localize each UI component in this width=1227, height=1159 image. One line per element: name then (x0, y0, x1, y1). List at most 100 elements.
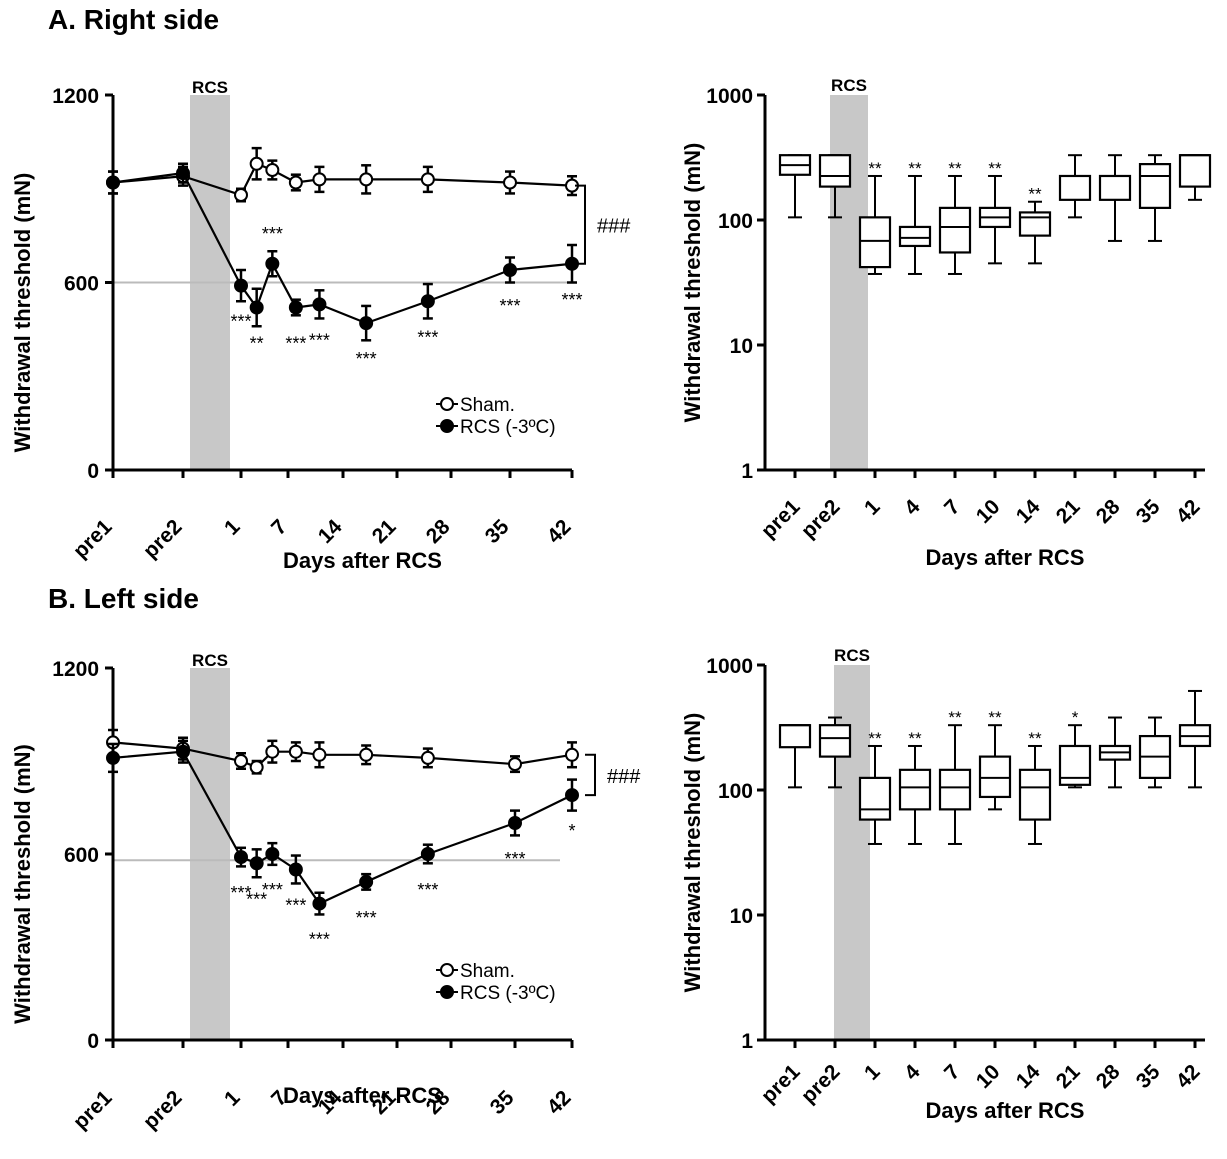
box (978, 755, 1012, 799)
y-tick-label: 1200 (52, 85, 99, 108)
significance-marker: ** (1028, 729, 1042, 748)
data-point (312, 896, 327, 911)
box (1138, 163, 1172, 209)
rcs-band-label: RCS (834, 646, 870, 665)
data-point (503, 263, 517, 277)
data-point (265, 163, 280, 177)
significance-marker: *** (309, 930, 330, 950)
box (1018, 768, 1052, 821)
data-point (359, 747, 374, 762)
data-point (420, 172, 435, 187)
x-tick-label: pre2 (139, 515, 187, 563)
x-tick-label: 10 (972, 1060, 1005, 1093)
x-tick-label: 35 (1132, 495, 1165, 528)
section-title-left-side: B. Left side (48, 583, 199, 614)
box (818, 154, 852, 188)
significance-marker: *** (285, 334, 306, 354)
data-point (288, 862, 303, 877)
significance-marker: *** (417, 327, 438, 347)
rcs-band-label: RCS (192, 78, 228, 97)
x-tick-label: pre2 (797, 495, 845, 543)
data-point (288, 300, 303, 315)
x-tick-label: pre2 (139, 1086, 187, 1134)
significance-marker: *** (309, 330, 330, 350)
data-point (288, 744, 303, 759)
significance-marker: *** (356, 908, 377, 928)
y-tick-label: 600 (64, 844, 99, 867)
rcs-band (830, 95, 868, 470)
data-point (312, 297, 327, 312)
legend-marker (440, 397, 454, 411)
data-point (249, 300, 264, 315)
x-tick-label: 7 (940, 1060, 965, 1085)
x-tick-label: 1 (220, 515, 245, 540)
legend-label: RCS (-3ºC) (460, 417, 556, 438)
data-point (420, 294, 435, 309)
x-tick-label: 35 (486, 1086, 519, 1119)
data-point (312, 172, 327, 187)
significance-marker: ** (988, 159, 1002, 178)
y-axis-title: Withdrawal threshold (mN) (10, 173, 35, 453)
x-tick-label: 35 (1132, 1060, 1165, 1093)
x-tick-label: 14 (1012, 1060, 1045, 1093)
x-axis-title: Days after RCS (926, 1098, 1085, 1123)
x-tick-label: 21 (368, 515, 401, 548)
significance-bracket (575, 184, 586, 265)
data-point (249, 760, 264, 775)
data-point (359, 316, 374, 331)
data-point (359, 874, 374, 889)
significance-marker: ** (948, 159, 962, 178)
data-point (106, 750, 120, 765)
significance-marker: *** (417, 880, 438, 900)
legend-marker (440, 963, 454, 977)
significance-marker: *** (561, 290, 582, 310)
significance-marker: ** (868, 159, 882, 178)
significance-marker: ** (1028, 185, 1042, 204)
data-point (234, 754, 248, 768)
data-point (249, 856, 264, 871)
box (1058, 744, 1092, 786)
legend-label: Sham. (460, 395, 515, 416)
legend-label: Sham. (460, 961, 515, 982)
rcs-band (190, 668, 230, 1040)
y-axis-title: Withdrawal threshold (mN) (680, 713, 705, 993)
data-point (508, 757, 522, 772)
x-axis-title: Days after RCS (283, 1083, 442, 1108)
x-tick-label: 4 (900, 495, 925, 520)
significance-marker: ** (908, 159, 922, 178)
data-point (265, 744, 280, 759)
significance-marker: * (1072, 708, 1079, 727)
x-tick-label: 7 (940, 495, 965, 520)
x-axis-title: Days after RCS (926, 545, 1085, 570)
bracket-label: ### (597, 216, 631, 238)
y-tick-label: 1000 (706, 85, 753, 108)
data-point (420, 847, 435, 861)
x-tick-label: 42 (1172, 1060, 1205, 1093)
rcs-band-label: RCS (192, 651, 228, 670)
data-point (249, 156, 264, 171)
data-point (106, 175, 120, 190)
series-line-rcs (112, 750, 573, 905)
x-tick-label: 10 (972, 495, 1005, 528)
x-axis-title: Days after RCS (283, 548, 442, 573)
data-point (265, 847, 280, 861)
x-tick-label: 1 (220, 1086, 245, 1111)
rcs-band (834, 665, 870, 1040)
data-point (234, 188, 248, 202)
significance-marker: *** (262, 880, 283, 900)
data-point (565, 788, 579, 803)
box (778, 724, 812, 749)
significance-marker: ** (988, 708, 1002, 727)
significance-marker: *** (499, 296, 520, 316)
significance-marker: ** (908, 729, 922, 748)
significance-bracket (585, 753, 596, 797)
bracket-label: ### (607, 766, 641, 788)
legend-label: RCS (-3ºC) (460, 983, 556, 1004)
x-tick-label: 21 (1052, 495, 1085, 528)
x-tick-label: pre1 (69, 1086, 117, 1134)
y-tick-label: 1200 (52, 658, 99, 681)
significance-marker: *** (246, 889, 267, 909)
